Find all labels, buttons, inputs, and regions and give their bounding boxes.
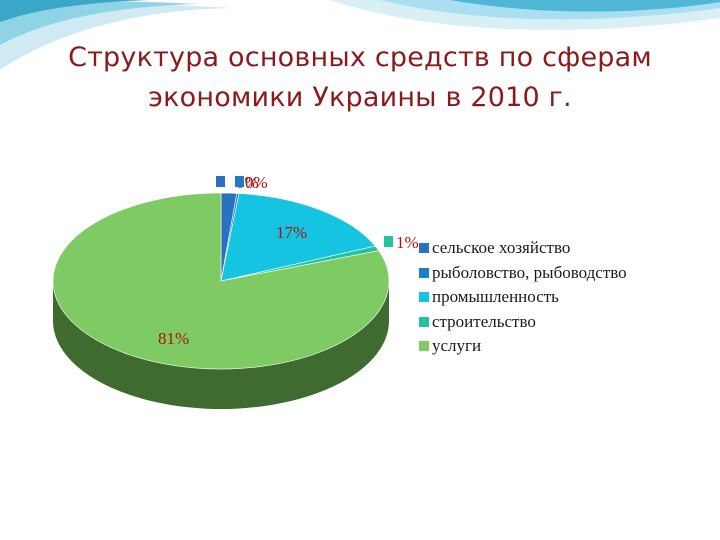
wave-dark-right: [450, 0, 720, 12]
legend-item-1: рыболовство, рыбоводство: [419, 261, 627, 286]
chart-title-line-2: экономики Украины в 2010 г.: [148, 82, 572, 113]
legend-swatch-2: [419, 292, 429, 303]
data-label-marker-0: [216, 176, 225, 187]
pie-slice-2: [220, 193, 376, 282]
chart-title-line-1: Структура основных средств по сферам: [68, 42, 652, 73]
chart-legend: сельское хозяйство рыболовство, рыбоводст…: [419, 236, 627, 359]
legend-swatch-4: [419, 341, 429, 352]
data-label-2: 17%: [276, 223, 307, 242]
data-label-3: 1%: [396, 233, 419, 252]
data-label-1: 0%: [245, 173, 268, 192]
legend-swatch-3: [419, 316, 429, 327]
data-label-marker-1: [235, 176, 244, 187]
data-label-4: 81%: [158, 329, 189, 348]
legend-label-4: услуги: [432, 336, 482, 356]
pie-side-4: [53, 281, 389, 409]
legend-item-4: услуги: [419, 334, 627, 359]
wave-dark-left: [0, 0, 150, 22]
pie-slice-4: [52, 192, 390, 370]
legend-label-0: сельское хозяйство: [432, 238, 571, 258]
legend-swatch-0: [419, 243, 429, 254]
legend-swatch-1: [419, 267, 429, 278]
legend-label-3: строительство: [432, 311, 536, 331]
legend-item-2: промышленность: [419, 285, 627, 310]
data-label-marker-3: [384, 236, 393, 247]
legend-item-3: строительство: [419, 310, 627, 335]
legend-item-0: сельское хозяйство: [419, 236, 627, 261]
legend-label-2: промышленность: [432, 287, 559, 307]
legend-label-1: рыболовство, рыбоводство: [432, 262, 627, 282]
wave-mid: [0, 0, 200, 45]
